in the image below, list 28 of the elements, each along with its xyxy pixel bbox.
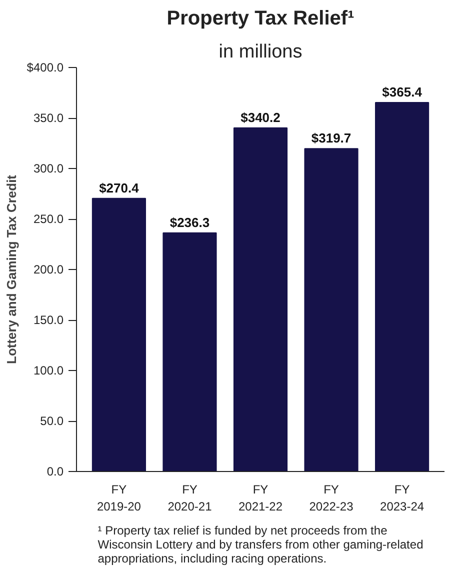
bar	[162, 232, 217, 472]
y-tick-label: 0.0	[46, 464, 64, 478]
x-tick-label: FY 2023-24	[380, 482, 424, 514]
bar	[92, 198, 146, 472]
x-tick-label: FY 2020-21	[168, 482, 212, 514]
data-label: $365.4	[382, 84, 423, 100]
y-axis-title: Lottery and Gaming Tax Credit	[4, 174, 19, 364]
x-tick-label: FY 2021-22	[238, 482, 283, 514]
chart-title: Property Tax Relief¹	[166, 8, 355, 30]
text: ¹ Property tax relief is funded by net proceeds from the Wisconsin Lottery and by transfers from other gaming-related appropriations, including racing operations.	[98, 524, 424, 566]
data-label: $319.7	[311, 130, 352, 146]
x-tick-label: FY 2019-20	[96, 482, 142, 514]
y-tick-label: 50.0	[40, 414, 64, 428]
bar	[375, 102, 430, 472]
y-tick-label: $400.0	[26, 60, 64, 74]
x-tick-label: FY 2022-23	[309, 482, 354, 514]
y-tick-label: 300.0	[33, 162, 64, 176]
bar	[304, 148, 358, 472]
y-tick-label: 350.0	[33, 111, 64, 125]
chart-subtitle: in millions	[218, 42, 302, 62]
y-tick-label: 150.0	[33, 313, 64, 327]
data-label: $236.3	[170, 214, 210, 230]
y-tick-label: 100.0	[33, 364, 64, 378]
data-label: $270.4	[99, 180, 140, 196]
data-label: $340.2	[240, 110, 280, 125]
y-tick-label: 250.0	[33, 212, 64, 226]
bar	[233, 127, 288, 472]
y-tick-label: 200.0	[33, 262, 64, 276]
